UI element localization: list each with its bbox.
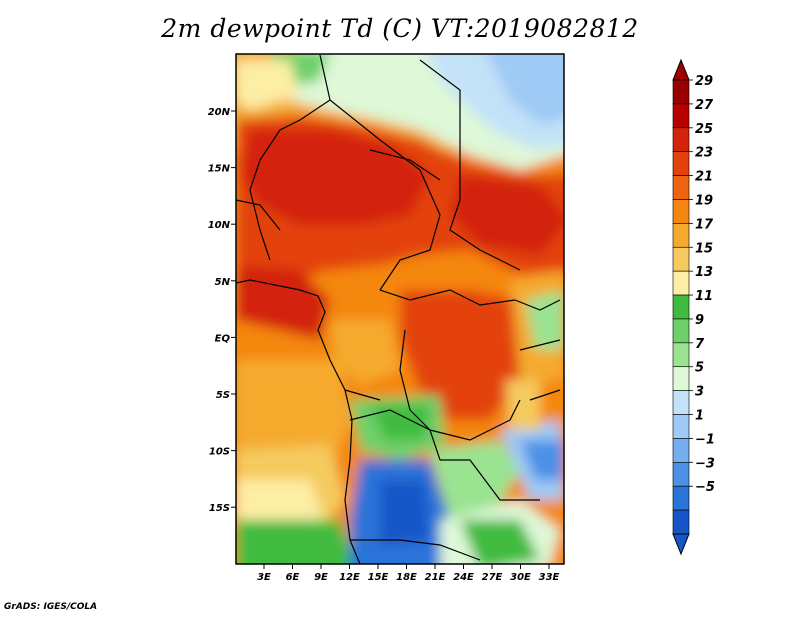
colorbar-segment: [672, 462, 690, 487]
lon-tick-label: 33E: [539, 572, 560, 583]
lat-tick-label: 10S: [209, 447, 230, 458]
lat-tick-label: 15N: [208, 164, 231, 175]
colorbar-bottom-arrow: [672, 533, 690, 556]
colorbar-segment: [672, 103, 690, 129]
lon-tick-label: 24E: [453, 572, 474, 583]
map-title: 2m dewpoint Td (C) VT:2019082812: [161, 14, 639, 43]
colorbar-label: 19: [695, 193, 713, 208]
colorbar-segment: [672, 127, 690, 152]
lon-tick-label: 6E: [286, 572, 300, 583]
colorbar-label: −5: [695, 480, 715, 495]
lat-tick-label: EQ: [215, 333, 231, 344]
colorbar-segment: [672, 223, 690, 248]
colorbar-label: −3: [695, 456, 715, 471]
colorbar-label: 7: [695, 337, 705, 352]
lon-tick-label: 9E: [314, 572, 328, 583]
lon-tick-label: 21E: [425, 572, 446, 583]
colorbar-label: 23: [695, 146, 713, 161]
lat-tick-label: 5N: [215, 277, 231, 288]
colorbar-segment: [672, 79, 690, 105]
colorbar-segment: [672, 414, 690, 439]
colorbar-label: 11: [695, 289, 713, 304]
colorbar-segment: [672, 509, 690, 535]
latitude-axis: 20N 15N 10N 5N EQ 5S 10S 15S: [208, 107, 236, 514]
colorbar-label: 1: [695, 409, 704, 424]
colorbar-label: 9: [695, 313, 704, 328]
lat-tick-label: 20N: [208, 107, 231, 118]
plot-frame: [235, 53, 565, 565]
colorbar-label: 29: [695, 74, 713, 89]
colorbar-top-arrow: [672, 58, 690, 81]
lat-tick-label: 10N: [208, 220, 231, 231]
lon-tick-label: 30E: [510, 572, 531, 583]
lat-tick-label: 15S: [209, 503, 230, 514]
lon-tick-label: 12E: [339, 572, 360, 583]
colorbar-label: 5: [695, 361, 704, 376]
colorbar-segment: [672, 151, 690, 176]
lat-tick-label: 5S: [216, 390, 230, 401]
colorbar-segment: [672, 246, 690, 272]
colorbar-label: 25: [695, 122, 713, 137]
country-borders: [236, 54, 561, 564]
colorbar-segment: [672, 318, 690, 344]
colorbar-segment: [672, 175, 690, 200]
lon-tick-label: 27E: [482, 572, 503, 583]
colorbar-label: 17: [695, 217, 714, 232]
colorbar-segment: [672, 366, 690, 391]
colorbar-label: 21: [695, 170, 713, 185]
colorbar-segment: [672, 485, 690, 511]
colorbar-segment: [672, 342, 690, 368]
colorbar: 29 27 25 23 21 19 17 15 13 11 9 7 5 3 1 −1 −3 −5: [672, 58, 715, 556]
colorbar-segment: [672, 390, 690, 415]
colorbar-segment: [672, 270, 690, 296]
colorbar-label: 27: [695, 98, 714, 113]
lon-tick-label: 18E: [396, 572, 417, 583]
colorbar-label: 3: [695, 385, 704, 400]
lon-tick-label: 3E: [257, 572, 271, 583]
colorbar-segment: [672, 438, 690, 463]
colorbar-segment: [672, 199, 690, 224]
colorbar-label: 13: [695, 265, 713, 280]
lon-tick-label: 15E: [368, 572, 389, 583]
colorbar-label: 15: [695, 241, 713, 256]
longitude-axis: 3E 6E 9E 12E 15E 18E 21E 24E 27E 30E 33E: [257, 564, 560, 583]
colorbar-label: −1: [695, 432, 715, 447]
colorbar-segment: [672, 294, 690, 320]
grads-credit: GrADS: IGES/COLA: [4, 602, 98, 612]
dewpoint-field: [236, 54, 564, 564]
